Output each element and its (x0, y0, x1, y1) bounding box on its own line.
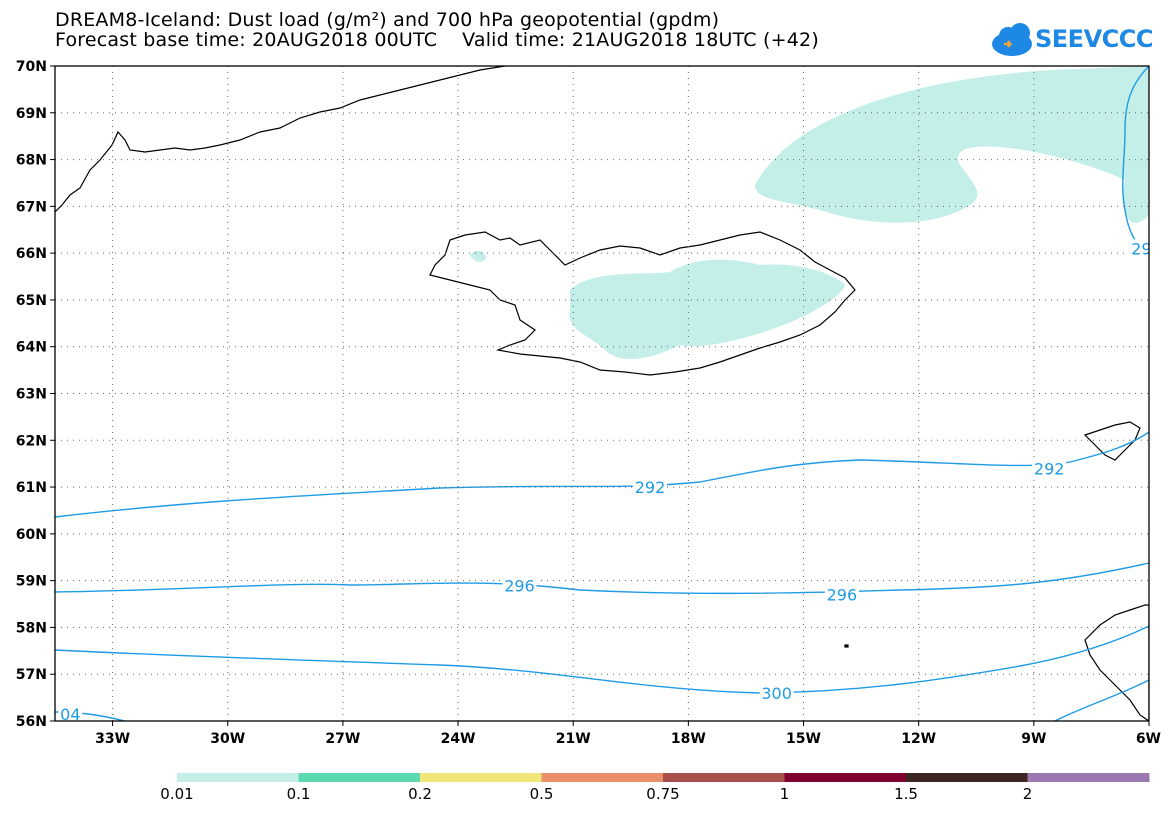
lat-label: 63N (16, 387, 47, 403)
map-axes: 70N 69N 68N 67N 66N 65N 64N 63N 62N 61N 60N 59N 58N 5… (16, 59, 1161, 747)
contour-label: 296 (827, 586, 858, 605)
lat-label: 62N (16, 433, 47, 449)
map-title-line1: DREAM8-Iceland: Dust load (g/m²) and 700… (55, 9, 720, 31)
logo-text: SEEVCCC (1035, 25, 1154, 53)
lat-label: 70N (16, 59, 47, 75)
contour-labels: 292 292 296 296 300 29 04 (58, 239, 1151, 724)
cloud-icon (992, 23, 1032, 56)
greenland-coast (55, 66, 506, 213)
lon-label: 18W (671, 731, 706, 747)
dust-region-iceland (569, 259, 845, 360)
graticule (55, 66, 1149, 721)
contour-304-east (1054, 679, 1149, 721)
contour-label: 292 (1034, 459, 1065, 478)
contour-label-bg (632, 478, 667, 496)
contour-label-bg (1129, 239, 1149, 257)
coastlines (55, 66, 1149, 721)
lat-label: 58N (16, 620, 47, 636)
colorbar-label: 0.5 (529, 785, 554, 803)
lon-label: 15W (786, 731, 821, 747)
lon-label: 12W (901, 731, 936, 747)
contour-296 (55, 562, 1149, 595)
lat-label: 66N (16, 246, 47, 262)
iceland-coast (429, 231, 856, 376)
colorbar-label: 2 (1022, 785, 1033, 803)
rockall-islet (844, 644, 849, 648)
contour-label-bg (58, 704, 83, 721)
contour-label: 300 (761, 684, 792, 703)
colorbar-label: 0.1 (286, 785, 311, 803)
contour-label: 296 (504, 576, 535, 595)
lon-label: 24W (441, 731, 476, 747)
scotland-coast (1084, 604, 1149, 721)
contour-label-bg (502, 576, 537, 594)
lat-label: 69N (16, 106, 47, 122)
dust-region-northeast (755, 66, 1149, 223)
lat-label: 60N (16, 527, 47, 543)
dust-patch-westfjords (470, 250, 486, 262)
colorbar-label: 0.2 (408, 785, 432, 803)
contour-label: 04 (60, 705, 80, 724)
contour-label-bg (759, 683, 794, 701)
colorbar-swatch (906, 773, 1028, 782)
lon-label: 33W (95, 731, 130, 747)
lat-label: 68N (16, 153, 47, 169)
map-plot-area: 292 292 296 296 300 29 04 (55, 66, 1151, 724)
lon-label: 6W (1136, 731, 1161, 747)
contour-292 (55, 431, 1149, 518)
colorbar-label: 1.5 (894, 785, 918, 803)
lon-label: 27W (325, 731, 360, 747)
lat-label: 67N (16, 199, 47, 215)
seevccc-logo (992, 23, 1032, 56)
lat-label: 57N (16, 667, 47, 683)
contour-300 (55, 625, 1149, 694)
colorbar-swatch (784, 773, 907, 782)
colorbar-label: 1 (779, 785, 790, 803)
colorbar-label: 0.75 (646, 785, 680, 803)
colorbar-swatch (420, 773, 542, 782)
contour-label: 292 (635, 478, 666, 497)
lat-label: 61N (16, 480, 47, 496)
lat-label: 56N (16, 714, 47, 730)
map-title-line2: Forecast base time: 20AUG2018 00UTC Vali… (55, 29, 819, 51)
lat-label: 59N (16, 574, 47, 590)
lon-label: 30W (210, 731, 245, 747)
lat-label: 64N (16, 340, 47, 356)
colorbar-label: 0.01 (160, 785, 194, 803)
colorbar-swatch (177, 773, 299, 782)
colorbar-swatch (663, 773, 785, 782)
contour-label-bg (1032, 459, 1067, 477)
colorbar (177, 773, 1150, 782)
lon-label: 9W (1021, 731, 1046, 747)
contour-label-bg (824, 585, 859, 603)
lat-label: 65N (16, 293, 47, 309)
lon-label: 21W (556, 731, 591, 747)
contour-288-east (1122, 66, 1149, 256)
colorbar-swatch (298, 773, 421, 782)
contour-label: 29 (1131, 239, 1151, 258)
colorbar-swatch (1027, 773, 1150, 782)
faroe-coast (1083, 421, 1141, 461)
colorbar-swatch (541, 773, 664, 782)
